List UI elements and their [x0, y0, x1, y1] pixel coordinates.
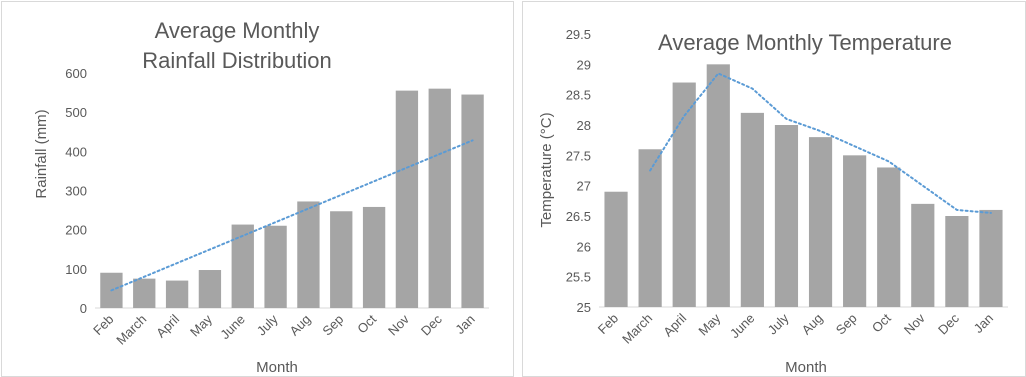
x-axis-title: Month	[256, 359, 298, 376]
y-tick-label: 25	[577, 300, 591, 315]
bar	[395, 90, 419, 308]
bar	[264, 225, 287, 308]
y-tick-label: 100	[65, 262, 87, 277]
y-tick-label: 200	[65, 223, 87, 238]
bar	[165, 280, 189, 308]
x-axis-title: Month	[785, 359, 827, 376]
y-tick-label: 500	[65, 105, 87, 120]
y-tick-label: 27	[577, 179, 591, 194]
x-tick-label: Nov	[385, 311, 412, 338]
x-tick-label: Jan	[452, 312, 477, 337]
x-tick-label: April	[660, 310, 689, 339]
x-tick-label: July	[765, 310, 792, 337]
chart-title: Average Monthly Temperature	[658, 30, 952, 55]
x-tick-label: June	[217, 312, 248, 343]
x-tick-label: June	[727, 311, 758, 342]
bar	[672, 82, 696, 308]
bar	[133, 278, 156, 308]
bar	[428, 88, 451, 309]
y-tick-label: 600	[65, 66, 87, 81]
chart-title: Average Monthly	[155, 18, 320, 43]
bar	[362, 206, 386, 308]
temperature-chart: Average Monthly Temperature 25 25.5 26 26.5 2…	[538, 27, 1008, 376]
x-tick-label: Oct	[354, 311, 379, 336]
rainfall-chart-panel: Average Monthly Rainfall Distribution 0 100…	[1, 1, 514, 377]
y-axis-title: Temperature (°C)	[538, 112, 555, 227]
y-tick-label: 27.5	[566, 148, 591, 163]
bar	[774, 125, 799, 307]
bar	[231, 224, 254, 308]
rainfall-chart: Average Monthly Rainfall Distribution 0 100…	[33, 18, 489, 376]
x-tick-label: March	[113, 312, 149, 348]
bar	[945, 216, 969, 307]
bar	[330, 211, 353, 308]
temperature-chart-panel: Average Monthly Temperature 25 25.5 26 26.5 2…	[522, 1, 1026, 377]
x-tick-label: Feb	[90, 312, 116, 338]
x-tick-label: Dec	[935, 310, 962, 337]
x-tick-label: Nov	[901, 310, 928, 337]
bar	[808, 137, 833, 307]
x-tick-label: July	[254, 311, 281, 338]
y-tick-label: 0	[80, 301, 87, 316]
y-tick-label: 26.5	[566, 209, 591, 224]
x-tick-label: Dec	[418, 311, 445, 338]
x-tick-label: Oct	[869, 310, 894, 335]
y-tick-label: 25.5	[566, 270, 591, 285]
bar	[461, 94, 484, 309]
x-tick-label: Jan	[971, 311, 996, 336]
bar	[604, 191, 628, 307]
bar	[638, 149, 662, 307]
x-tick-label: May	[187, 311, 215, 339]
trendline	[649, 72, 992, 214]
y-tick-label: 26	[577, 239, 591, 254]
y-tick-label: 29	[577, 57, 591, 72]
x-tick-label: Aug	[799, 311, 826, 338]
bar	[740, 112, 764, 307]
bar	[297, 201, 320, 308]
y-axis-title: Rainfall (mm)	[33, 109, 50, 198]
trendline	[110, 139, 474, 292]
y-tick-label: 300	[65, 184, 87, 199]
y-tick-label: 28	[577, 118, 591, 133]
x-tick-label: Aug	[287, 312, 314, 339]
x-tick-label: Feb	[595, 311, 621, 337]
x-tick-label: March	[619, 311, 655, 347]
y-tick-label: 29.5	[566, 27, 591, 42]
y-tick-label: 400	[65, 144, 87, 159]
chart-title: Rainfall Distribution	[142, 48, 332, 73]
bar	[877, 167, 901, 307]
x-tick-label: May	[695, 310, 723, 338]
x-tick-label: Sep	[833, 311, 860, 338]
x-tick-label: Sep	[319, 312, 346, 339]
bar	[843, 155, 867, 307]
bar	[198, 270, 222, 308]
bar	[911, 203, 935, 307]
x-tick-label: April	[153, 311, 182, 340]
bar	[706, 64, 730, 307]
y-tick-label: 28.5	[566, 88, 591, 103]
bar	[979, 209, 1003, 307]
